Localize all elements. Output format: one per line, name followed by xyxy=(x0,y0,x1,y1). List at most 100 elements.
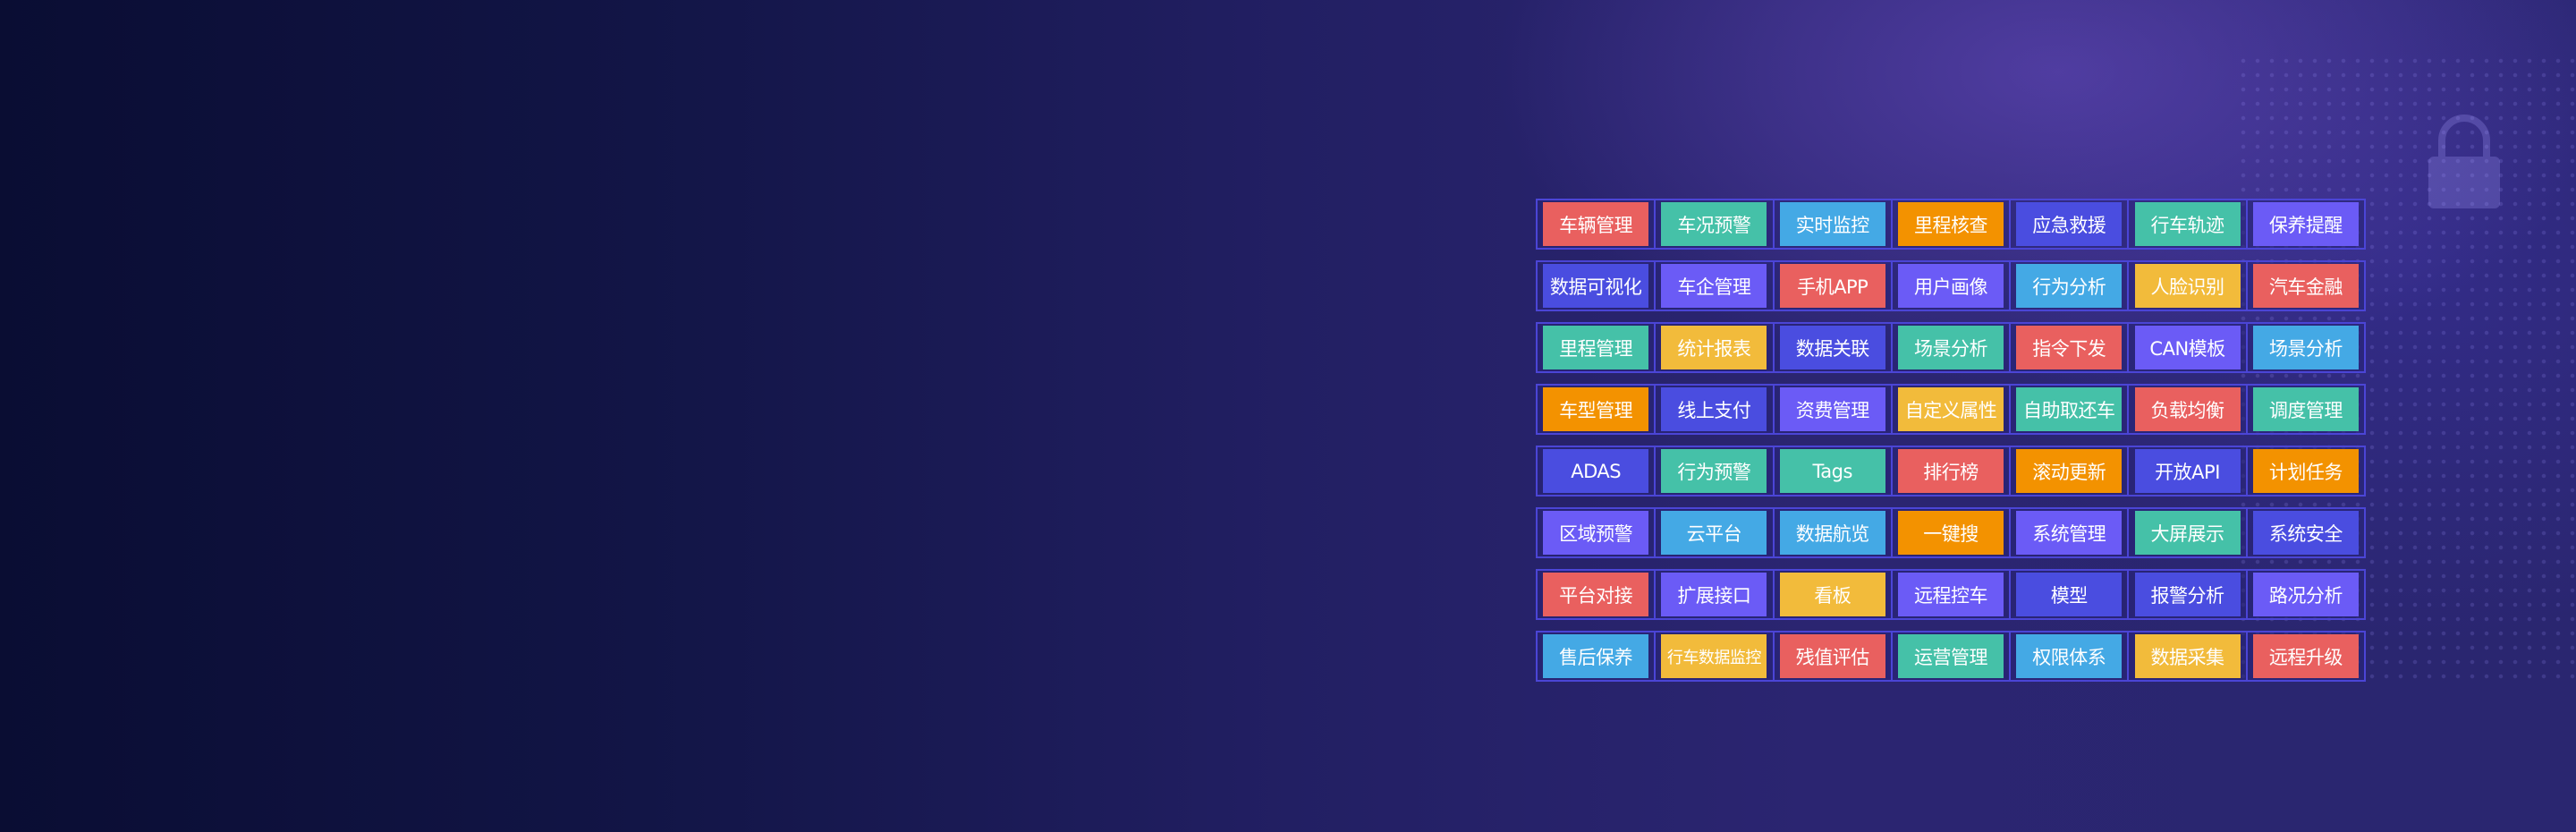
feature-tile[interactable]: 系统管理 xyxy=(2016,511,2123,555)
feature-cell: 系统安全 xyxy=(2248,509,2364,556)
feature-cell: 模型 xyxy=(2011,571,2130,618)
feature-tile[interactable]: 车型管理 xyxy=(1543,387,1649,431)
feature-tile[interactable]: 行为预警 xyxy=(1661,449,1767,493)
feature-tile[interactable]: 区域预警 xyxy=(1543,511,1649,555)
feature-tile[interactable]: 车辆管理 xyxy=(1543,202,1649,246)
feature-tile[interactable]: 计划任务 xyxy=(2252,449,2359,493)
feature-tile[interactable]: 数据航览 xyxy=(1779,511,1885,555)
feature-cell: 实时监控 xyxy=(1775,200,1893,248)
feature-grid: 车辆管理 车况预警 实时监控 里程核查 应急救援 行车轨迹 保养提醒数据可视化 车企管理 手机A… xyxy=(1536,199,2366,692)
feature-cell: Tags xyxy=(1775,447,1893,495)
feature-tile[interactable]: 云平台 xyxy=(1661,511,1767,555)
feature-cell: 车型管理 xyxy=(1538,386,1657,433)
feature-cell: 售后保养 xyxy=(1538,632,1657,680)
feature-tile[interactable]: 售后保养 xyxy=(1543,634,1649,678)
feature-tile[interactable]: 排行榜 xyxy=(1897,449,2004,493)
feature-tile[interactable]: 手机APP xyxy=(1779,264,1885,308)
feature-tile[interactable]: 应急救援 xyxy=(2016,202,2123,246)
feature-tile[interactable]: Tags xyxy=(1779,449,1885,493)
feature-tile[interactable]: 实时监控 xyxy=(1779,202,1885,246)
feature-cell: 车辆管理 xyxy=(1538,200,1657,248)
feature-tile[interactable]: 人脸识别 xyxy=(2134,264,2241,308)
feature-cell: 线上支付 xyxy=(1656,386,1775,433)
feature-cell: 扩展接口 xyxy=(1656,571,1775,618)
feature-tile[interactable]: 远程控车 xyxy=(1897,573,2004,616)
feature-tile[interactable]: 里程核查 xyxy=(1897,202,2004,246)
feature-tile[interactable]: 运营管理 xyxy=(1897,634,2004,678)
feature-tile[interactable]: 残值评估 xyxy=(1779,634,1885,678)
feature-tile[interactable]: 报警分析 xyxy=(2134,573,2241,616)
feature-tile[interactable]: 扩展接口 xyxy=(1661,573,1767,616)
feature-cell: CAN模板 xyxy=(2129,324,2248,371)
feature-cell: 应急救援 xyxy=(2011,200,2130,248)
feature-tile[interactable]: 线上支付 xyxy=(1661,387,1767,431)
feature-cell: 手机APP xyxy=(1775,262,1893,310)
feature-tile[interactable]: 场景分析 xyxy=(2252,326,2359,369)
feature-cell: 里程核查 xyxy=(1893,200,2012,248)
feature-tile[interactable]: 汽车金融 xyxy=(2252,264,2359,308)
feature-cell: 滚动更新 xyxy=(2011,447,2130,495)
feature-tile[interactable]: 自助取还车 xyxy=(2016,387,2123,431)
feature-tile[interactable]: 用户画像 xyxy=(1897,264,2004,308)
lock-icon xyxy=(2428,115,2500,208)
feature-cell: 路况分析 xyxy=(2248,571,2364,618)
feature-tile[interactable]: 数据可视化 xyxy=(1543,264,1649,308)
feature-tile[interactable]: 行为分析 xyxy=(2016,264,2123,308)
feature-tile[interactable]: 系统安全 xyxy=(2252,511,2359,555)
feature-tile[interactable]: 车况预警 xyxy=(1661,202,1767,246)
feature-cell: 行为分析 xyxy=(2011,262,2130,310)
feature-cell: 行车数据监控 xyxy=(1656,632,1775,680)
feature-cell: 数据航览 xyxy=(1775,509,1893,556)
feature-tile[interactable]: 平台对接 xyxy=(1543,573,1649,616)
feature-tile[interactable]: 模型 xyxy=(2016,573,2123,616)
feature-cell: 平台对接 xyxy=(1538,571,1657,618)
feature-tile[interactable]: 开放API xyxy=(2134,449,2241,493)
feature-tile[interactable]: 调度管理 xyxy=(2252,387,2359,431)
feature-row: ADAS 行为预警 Tags 排行榜 滚动更新 开放API 计划任务 xyxy=(1536,446,2366,497)
feature-tile[interactable]: 指令下发 xyxy=(2016,326,2123,369)
feature-cell: 调度管理 xyxy=(2248,386,2364,433)
feature-tile[interactable]: 远程升级 xyxy=(2252,634,2359,678)
feature-cell: 一键搜 xyxy=(1893,509,2012,556)
feature-tile[interactable]: 负载均衡 xyxy=(2134,387,2241,431)
feature-tile[interactable]: 大屏展示 xyxy=(2134,511,2241,555)
feature-tile[interactable]: 数据关联 xyxy=(1779,326,1885,369)
feature-tile[interactable]: 行车数据监控 xyxy=(1661,634,1767,678)
feature-cell: 负载均衡 xyxy=(2129,386,2248,433)
feature-tile[interactable]: 滚动更新 xyxy=(2016,449,2123,493)
feature-tile[interactable]: ADAS xyxy=(1543,449,1649,493)
feature-row: 车型管理 线上支付 资费管理 自定义属性 自助取还车 负载均衡 调度管理 xyxy=(1536,384,2366,435)
feature-tile[interactable]: 统计报表 xyxy=(1661,326,1767,369)
feature-cell: 里程管理 xyxy=(1538,324,1657,371)
feature-cell: 场景分析 xyxy=(1893,324,2012,371)
feature-cell: 计划任务 xyxy=(2248,447,2364,495)
feature-tile[interactable]: 一键搜 xyxy=(1897,511,2004,555)
feature-tile[interactable]: 看板 xyxy=(1779,573,1885,616)
feature-tile[interactable]: 资费管理 xyxy=(1779,387,1885,431)
feature-tile[interactable]: CAN模板 xyxy=(2134,326,2241,369)
feature-tile[interactable]: 数据采集 xyxy=(2134,634,2241,678)
feature-cell: 场景分析 xyxy=(2248,324,2364,371)
feature-tile[interactable]: 权限体系 xyxy=(2016,634,2123,678)
feature-tile[interactable]: 里程管理 xyxy=(1543,326,1649,369)
feature-tile[interactable]: 车企管理 xyxy=(1661,264,1767,308)
feature-cell: 行为预警 xyxy=(1656,447,1775,495)
feature-tile[interactable]: 行车轨迹 xyxy=(2134,202,2241,246)
feature-tile[interactable]: 场景分析 xyxy=(1897,326,2004,369)
feature-tile[interactable]: 自定义属性 xyxy=(1897,387,2004,431)
feature-cell: 自定义属性 xyxy=(1893,386,2012,433)
feature-cell: 排行榜 xyxy=(1893,447,2012,495)
feature-tile[interactable]: 保养提醒 xyxy=(2252,202,2359,246)
feature-cell: 统计报表 xyxy=(1656,324,1775,371)
feature-tile[interactable]: 路况分析 xyxy=(2252,573,2359,616)
feature-cell: 指令下发 xyxy=(2011,324,2130,371)
feature-cell: 报警分析 xyxy=(2129,571,2248,618)
feature-cell: 大屏展示 xyxy=(2129,509,2248,556)
feature-cell: 云平台 xyxy=(1656,509,1775,556)
feature-cell: 区域预警 xyxy=(1538,509,1657,556)
feature-cell: 看板 xyxy=(1775,571,1893,618)
feature-cell: 车况预警 xyxy=(1656,200,1775,248)
feature-row: 区域预警 云平台 数据航览 一键搜 系统管理 大屏展示 系统安全 xyxy=(1536,507,2366,558)
feature-row: 里程管理 统计报表 数据关联 场景分析 指令下发 CAN模板 场景分析 xyxy=(1536,322,2366,373)
feature-cell: 远程升级 xyxy=(2248,632,2364,680)
